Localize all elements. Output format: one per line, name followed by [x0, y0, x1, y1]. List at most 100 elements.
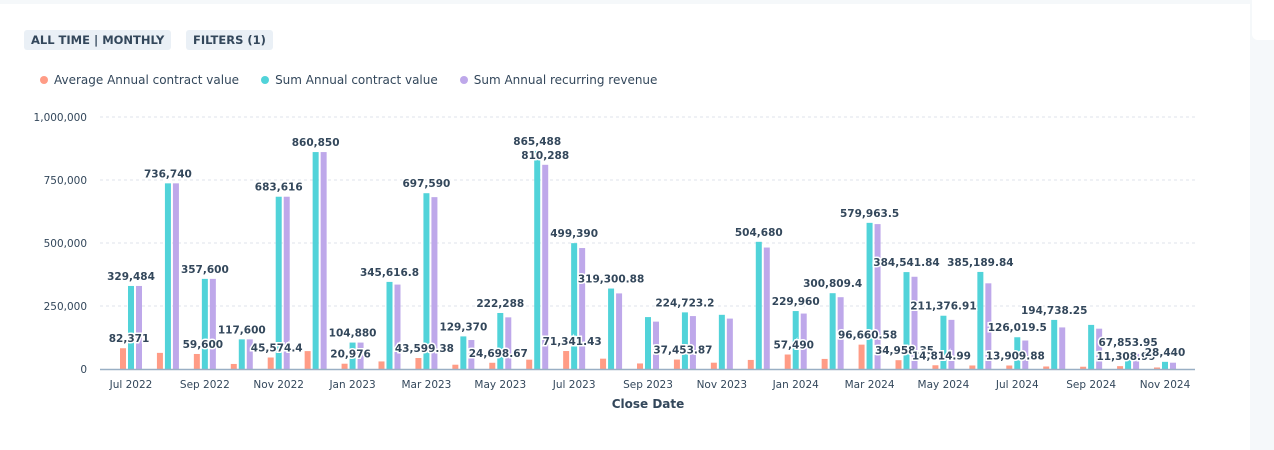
bar-sum-acv[interactable]	[977, 271, 984, 369]
legend-item-sum-acv[interactable]: Sum Annual contract value	[261, 73, 438, 87]
bar-sum-acv[interactable]	[755, 241, 762, 369]
date-range-button[interactable]: ALL TIME | MONTHLY	[24, 30, 172, 50]
bar-sum-acv[interactable]	[903, 272, 910, 369]
bar-sum-arr[interactable]	[505, 317, 512, 369]
filters-button[interactable]: FILTERS (1)	[186, 30, 273, 50]
bar-avg-acv[interactable]	[637, 363, 643, 369]
bar-avg-acv[interactable]	[1117, 366, 1124, 369]
bar-sum-arr[interactable]	[1133, 353, 1140, 369]
bar-sum-arr[interactable]	[209, 278, 216, 369]
chart-legend: Average Annual contract value Sum Annual…	[40, 73, 657, 87]
bar-avg-acv[interactable]	[600, 358, 607, 369]
bar-avg-acv[interactable]	[267, 357, 274, 369]
data-label: 37,453.87	[653, 345, 712, 357]
bar-sum-arr[interactable]	[320, 152, 327, 369]
bar-avg-acv[interactable]	[710, 362, 717, 369]
bar-sum-arr[interactable]	[1059, 327, 1066, 369]
legend-item-average-acv[interactable]: Average Annual contract value	[40, 73, 239, 87]
bar-sum-acv[interactable]	[1088, 324, 1095, 369]
bar-sum-arr[interactable]	[689, 316, 696, 369]
bar-sum-arr[interactable]	[431, 197, 438, 369]
bar-avg-acv[interactable]	[304, 351, 311, 369]
bar-avg-acv[interactable]	[747, 359, 754, 369]
bar-sum-acv[interactable]	[940, 315, 947, 369]
bar-sum-arr[interactable]	[1170, 362, 1176, 369]
bar-sum-acv[interactable]	[1014, 337, 1021, 369]
bar-sum-acv[interactable]	[534, 150, 541, 369]
bar-avg-acv[interactable]	[563, 351, 570, 369]
bar-avg-acv[interactable]	[895, 360, 902, 369]
bar-sum-arr[interactable]	[616, 293, 623, 369]
data-label: 329,484	[107, 271, 155, 283]
bar-sum-arr[interactable]	[837, 297, 844, 369]
bar-sum-acv[interactable]	[645, 317, 651, 369]
bar-sum-arr[interactable]	[653, 321, 659, 369]
bar-sum-arr[interactable]	[726, 318, 733, 369]
bar-sum-acv[interactable]	[349, 342, 356, 369]
bar-sum-arr[interactable]	[246, 339, 253, 369]
bar-sum-acv[interactable]	[201, 278, 208, 369]
bar-sum-acv[interactable]	[386, 281, 393, 369]
bar-sum-acv[interactable]	[128, 285, 134, 369]
data-label: 865,488	[513, 136, 561, 148]
bar-avg-acv[interactable]	[821, 358, 828, 369]
bar-sum-acv[interactable]	[1162, 361, 1168, 369]
bar-sum-acv[interactable]	[460, 336, 467, 369]
data-label: 126,019.5	[988, 322, 1047, 334]
bar-sum-arr[interactable]	[172, 183, 179, 369]
bar-sum-acv[interactable]	[792, 311, 799, 369]
bar-sum-arr[interactable]	[394, 284, 401, 369]
bar-avg-acv[interactable]	[193, 353, 200, 369]
bar-avg-acv[interactable]	[1043, 366, 1050, 369]
bar-sum-arr[interactable]	[948, 319, 955, 369]
bar-sum-arr[interactable]	[357, 342, 364, 369]
bar-sum-acv[interactable]	[718, 314, 725, 369]
bar-sum-acv[interactable]	[312, 152, 319, 369]
bar-sum-arr[interactable]	[763, 247, 770, 369]
bar-sum-acv[interactable]	[829, 293, 836, 369]
bar-sum-acv[interactable]	[275, 196, 282, 369]
bar-sum-arr[interactable]	[579, 248, 586, 369]
bar-avg-acv[interactable]	[932, 365, 939, 369]
bar-sum-acv[interactable]	[497, 312, 504, 369]
bar-avg-acv[interactable]	[1080, 366, 1087, 369]
bar-avg-acv[interactable]	[489, 362, 496, 369]
data-label: 117,600	[218, 324, 266, 336]
bar-sum-arr[interactable]	[1096, 328, 1103, 369]
bar-avg-acv[interactable]	[341, 363, 348, 369]
bar-avg-acv[interactable]	[673, 359, 680, 369]
bar-sum-arr[interactable]	[283, 196, 290, 369]
data-label: 222,288	[476, 298, 524, 310]
bar-sum-acv[interactable]	[681, 312, 688, 369]
bar-avg-acv[interactable]	[378, 361, 385, 369]
bar-sum-acv[interactable]	[1125, 351, 1132, 369]
bar-sum-acv[interactable]	[238, 339, 245, 369]
bar-avg-acv[interactable]	[1006, 365, 1013, 369]
bar-avg-acv[interactable]	[230, 363, 237, 369]
bar-sum-acv[interactable]	[1051, 319, 1058, 369]
bar-avg-acv[interactable]	[969, 365, 976, 369]
bar-sum-acv[interactable]	[164, 183, 171, 369]
bar-sum-arr[interactable]	[468, 340, 475, 369]
bar-avg-acv[interactable]	[526, 359, 533, 369]
bar-sum-acv[interactable]	[423, 193, 430, 369]
bar-avg-acv[interactable]	[120, 348, 126, 369]
data-label: 385,189.84	[947, 257, 1013, 269]
bar-sum-arr[interactable]	[911, 276, 918, 369]
bar-avg-acv[interactable]	[415, 358, 422, 369]
bar-avg-acv[interactable]	[1154, 367, 1160, 369]
bar-avg-acv[interactable]	[784, 354, 791, 369]
bar-avg-acv[interactable]	[156, 352, 163, 369]
bar-avg-acv[interactable]	[452, 364, 459, 369]
bar-sum-arr[interactable]	[985, 283, 992, 369]
bar-sum-acv[interactable]	[866, 222, 873, 369]
bar-sum-acv[interactable]	[571, 243, 578, 369]
legend-item-sum-arr[interactable]: Sum Annual recurring revenue	[459, 73, 657, 87]
bar-sum-arr[interactable]	[800, 313, 807, 369]
bar-avg-acv[interactable]	[858, 344, 865, 369]
bar-sum-arr[interactable]	[1022, 340, 1029, 369]
bar-sum-arr[interactable]	[136, 285, 142, 369]
bar-sum-arr[interactable]	[874, 224, 881, 369]
bar-sum-acv[interactable]	[608, 288, 615, 369]
bar-sum-arr[interactable]	[542, 164, 549, 369]
